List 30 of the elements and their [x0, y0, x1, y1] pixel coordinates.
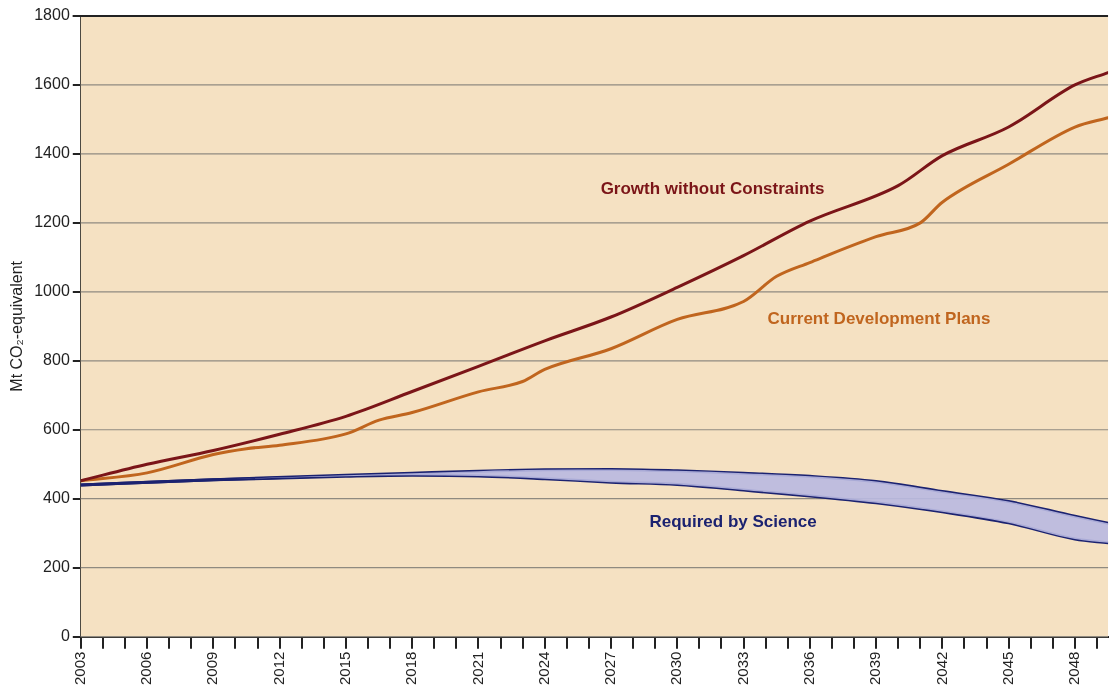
y-tick-label: 1000	[34, 282, 70, 300]
x-tick-label: 2015	[336, 651, 354, 686]
x-tick-label: 2045	[998, 651, 1016, 686]
x-tick-label: 2027	[601, 651, 619, 686]
x-tick-label: 2003	[70, 651, 88, 686]
y-tick-label: 0	[60, 627, 70, 645]
y-tick-label: 1400	[34, 144, 70, 162]
x-tick-label: 2018	[402, 651, 420, 686]
x-tick-label: 2021	[468, 651, 486, 686]
y-tick-label: 1600	[34, 75, 70, 93]
series-label: Growth without Constraints	[600, 179, 825, 199]
x-tick-label: 2030	[667, 651, 685, 686]
x-tick-label: 2048	[1065, 651, 1083, 686]
x-tick-label: 2036	[799, 651, 817, 686]
x-tick-label: 2012	[269, 651, 287, 686]
y-tick-label: 1200	[34, 213, 70, 231]
y-tick-label: 400	[43, 489, 70, 507]
x-tick-label: 2009	[203, 651, 221, 686]
y-axis-title: Mt CO₂-equivalent	[8, 260, 26, 392]
x-tick-label: 2024	[534, 651, 552, 686]
text: Required by Science	[649, 511, 817, 531]
y-tick-label: 600	[43, 420, 70, 438]
x-tick-label: 2033	[733, 651, 751, 686]
y-tick-label: 800	[43, 351, 70, 369]
y-tick-label: 200	[43, 558, 70, 576]
y-tick-label: 1800	[34, 6, 70, 24]
x-tick-label: 2039	[866, 651, 884, 686]
x-tick-label: 2042	[932, 651, 950, 686]
series-label: Current Development Plans	[767, 308, 991, 328]
x-tick-label: 2006	[137, 651, 155, 686]
